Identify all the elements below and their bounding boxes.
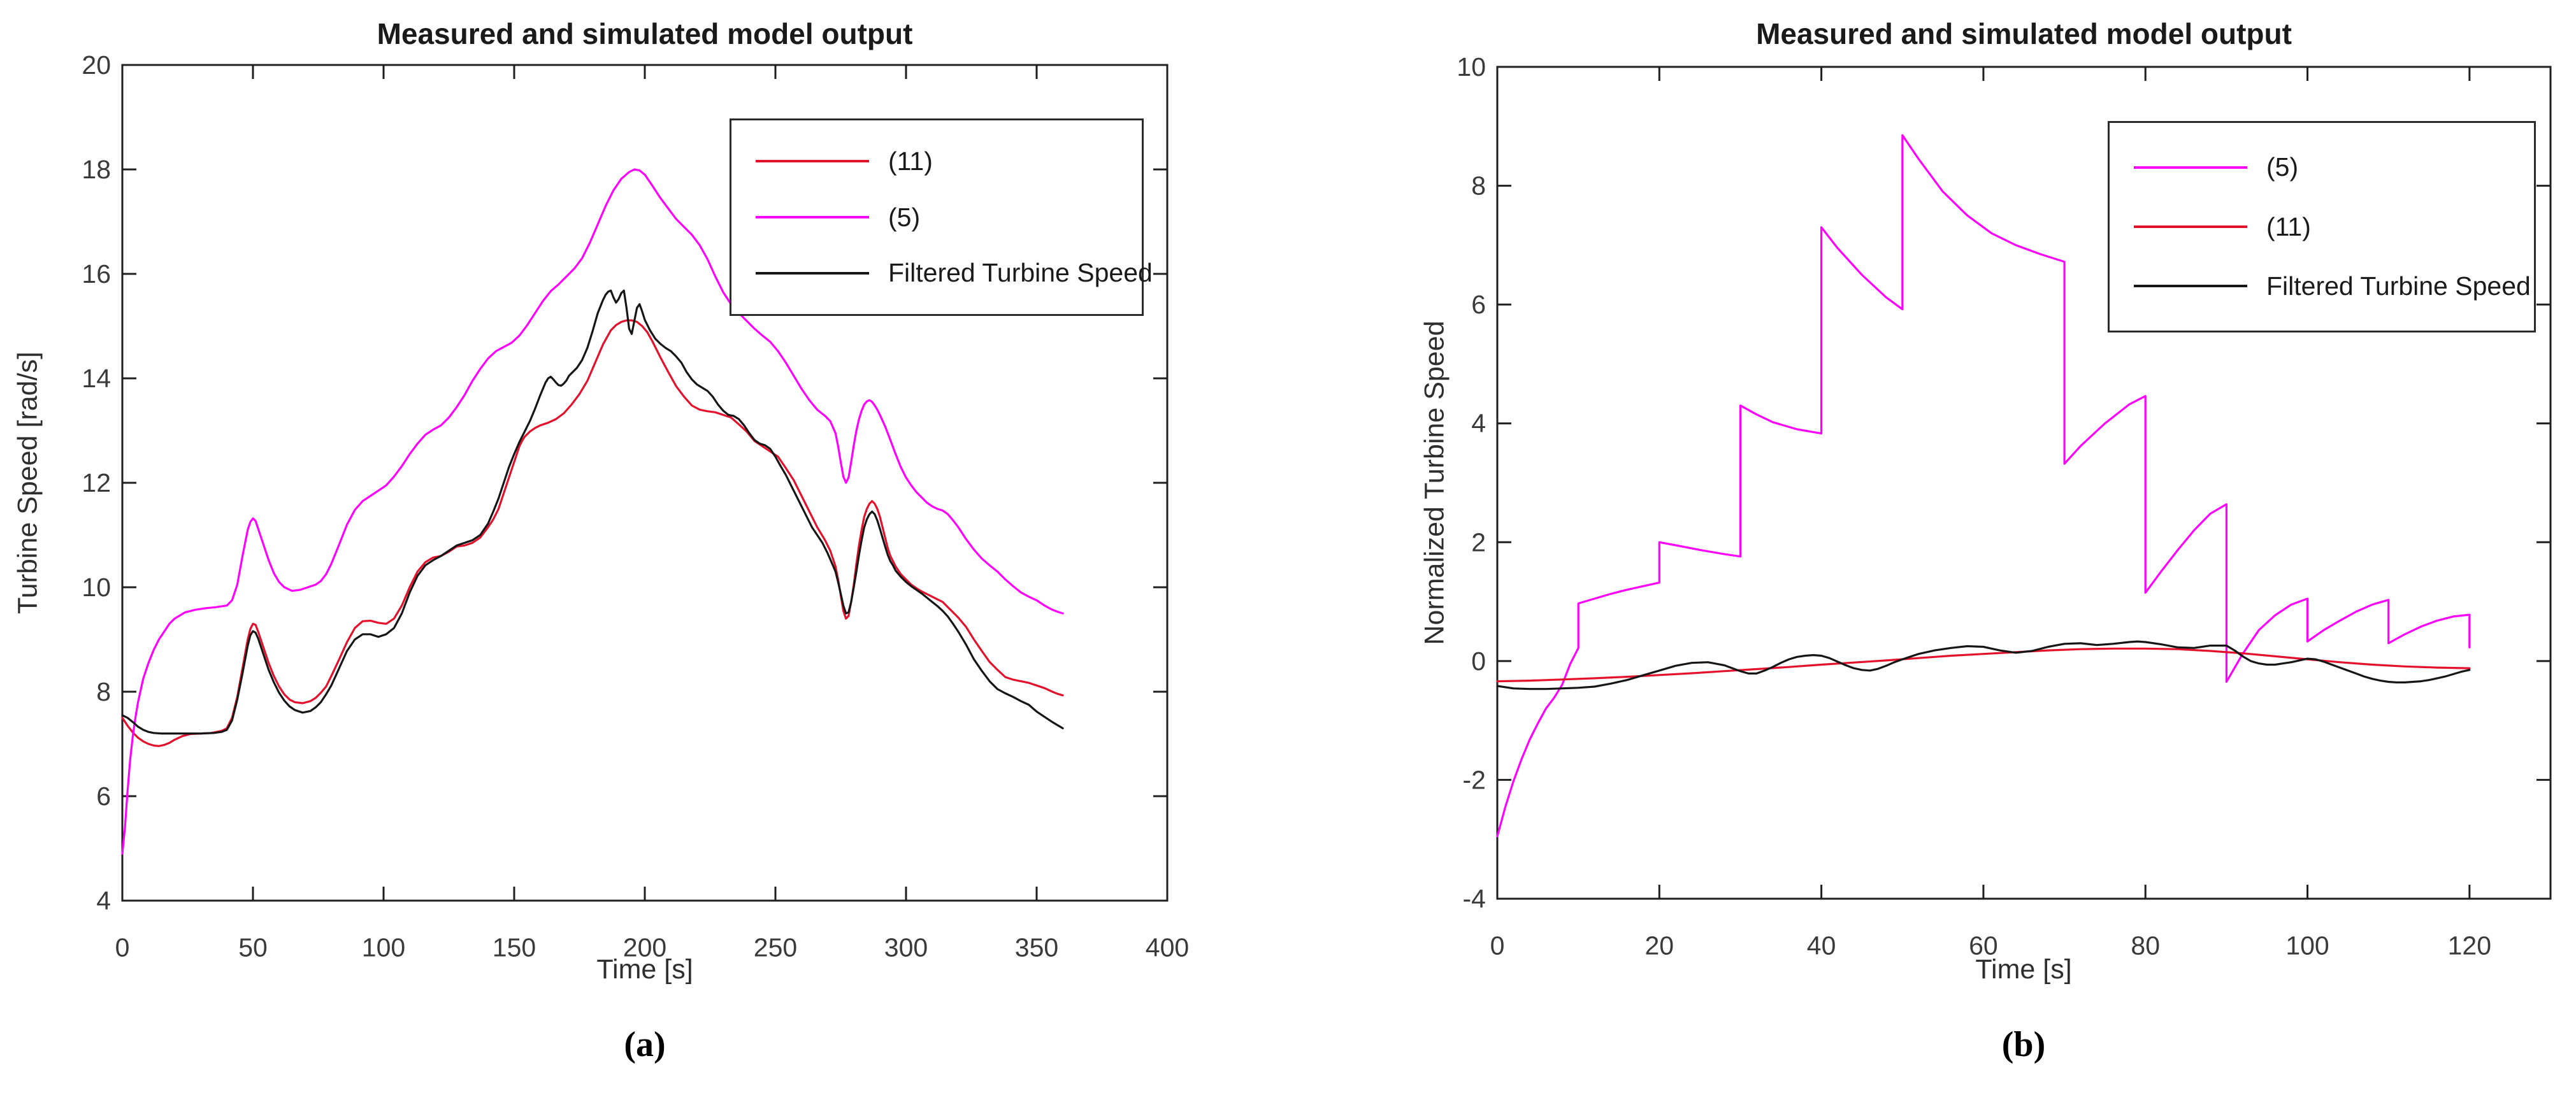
chart-b-series-line-5 [1496, 134, 2471, 838]
chart-a-legend: (11) (5) Filtered Turbine Speed [730, 118, 1153, 316]
chart-b-y-tick-label: 2 [1471, 527, 1486, 557]
chart-a-series-line-11 [121, 319, 1064, 747]
legend-line-sample-magenta [2134, 166, 2247, 169]
chart-a-x-tick-label: 300 [884, 933, 928, 962]
chart-a-series-line-5 [121, 168, 1064, 855]
chart-a-x-tick-label: 50 [238, 933, 268, 962]
legend-line-sample-magenta [756, 216, 869, 218]
chart-b-series-line-11 [1496, 647, 2471, 683]
chart-a-x-tick-label: 0 [115, 933, 130, 962]
chart-a-series-line-filtered-turbine-speed [121, 289, 1064, 735]
chart-a-x-tick-label: 400 [1146, 933, 1189, 962]
legend-entry: (5) [2110, 152, 2534, 182]
chart-b-y-tick-label: -4 [1463, 884, 1486, 913]
chart-a-y-tick-label: 8 [96, 677, 111, 706]
legend-line-sample-black [2134, 285, 2247, 288]
chart-b-x-tick-label: 0 [1490, 931, 1505, 961]
chart-b-x-tick-label: 80 [2131, 931, 2160, 961]
chart-a-y-axis-label: Turbine Speed [rad/s] [12, 352, 43, 614]
chart-b-y-tick-label: 4 [1471, 409, 1486, 438]
chart-b-x-tick-label: 120 [2448, 931, 2491, 961]
chart-b-x-tick-label: 20 [1645, 931, 1674, 961]
chart-a-y-tick-label: 4 [96, 886, 111, 915]
legend-entry: (11) [731, 146, 1142, 176]
legend-label: Filtered Turbine Speed [888, 258, 1153, 288]
chart-b-y-tick-label: 6 [1471, 290, 1486, 319]
chart-b-x-tick-label: 40 [1807, 931, 1836, 961]
chart-a-y-tick-label: 18 [82, 155, 111, 184]
chart-a-title: Measured and simulated model output [377, 17, 913, 50]
legend-label: (5) [888, 202, 921, 232]
panel-a-caption: (a) [624, 1025, 666, 1064]
chart-b-title: Measured and simulated model output [1756, 17, 2292, 50]
chart-b-y-axis-label: Normalized Turbine Speed [1419, 320, 1450, 645]
chart-b-y-tick-label: 8 [1471, 171, 1486, 201]
legend-entry: (11) [2110, 212, 2534, 242]
chart-b-y-tick-label: 10 [1457, 52, 1486, 82]
legend-entry: Filtered Turbine Speed [731, 258, 1153, 288]
legend-line-sample-black [756, 271, 869, 275]
legend-label: (5) [2266, 152, 2299, 182]
chart-b-x-tick-label: 100 [2285, 931, 2329, 961]
chart-a-x-tick-label: 250 [754, 933, 797, 962]
chart-a-y-tick-label: 6 [96, 782, 111, 811]
chart-a-y-tick-label: 16 [82, 259, 111, 289]
chart-b-x-axis-label: Time [s] [1975, 954, 2072, 985]
legend-entry: Filtered Turbine Speed [2110, 271, 2534, 301]
legend-label: (11) [2266, 211, 2311, 241]
chart-a-x-tick-label: 350 [1015, 933, 1058, 962]
chart-b-plot-box [1496, 66, 2552, 900]
chart-b-legend: (5) (11) Filtered Turbine Speed [2108, 121, 2536, 332]
chart-a-y-tick-label: 14 [82, 364, 111, 393]
chart-b-y-tick-label: -2 [1463, 765, 1486, 794]
chart-a-y-tick-label: 10 [82, 573, 111, 602]
chart-a-x-tick-label: 100 [362, 933, 405, 962]
chart-a-x-axis-label: Time [s] [596, 954, 693, 985]
chart-b-series-line-filtered-turbine-speed [1496, 640, 2471, 690]
legend-label: (11) [888, 146, 933, 176]
legend-entry: (5) [731, 203, 1142, 232]
legend-label: Filtered Turbine Speed [2266, 271, 2531, 301]
legend-line-sample-red [756, 160, 869, 163]
chart-a-y-tick-label: 12 [82, 468, 111, 497]
chart-a-x-tick-label: 200 [623, 933, 666, 962]
chart-b-x-tick-label: 60 [1969, 931, 1998, 961]
chart-a-x-tick-label: 150 [493, 933, 536, 962]
legend-line-sample-red [2134, 225, 2247, 228]
chart-a-y-tick-label: 20 [82, 50, 111, 80]
chart-b-y-tick-label: 0 [1471, 646, 1486, 676]
panel-b-caption: (b) [2001, 1025, 2046, 1064]
